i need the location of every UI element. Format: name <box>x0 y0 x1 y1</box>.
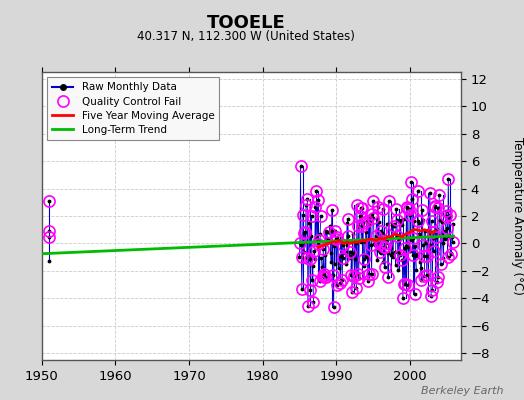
Y-axis label: Temperature Anomaly (°C): Temperature Anomaly (°C) <box>511 137 524 295</box>
Text: TOOELE: TOOELE <box>207 14 286 32</box>
Text: Berkeley Earth: Berkeley Earth <box>421 386 503 396</box>
Text: 40.317 N, 112.300 W (United States): 40.317 N, 112.300 W (United States) <box>137 30 355 43</box>
Legend: Raw Monthly Data, Quality Control Fail, Five Year Moving Average, Long-Term Tren: Raw Monthly Data, Quality Control Fail, … <box>47 77 220 140</box>
